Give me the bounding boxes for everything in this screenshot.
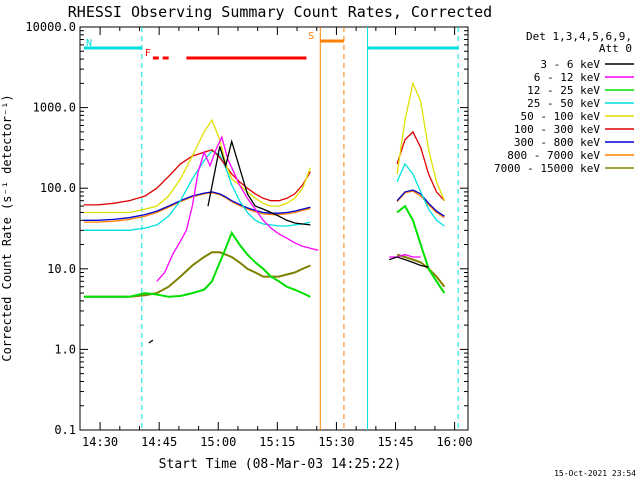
legend-label: 12 - 25 keV [527, 84, 600, 97]
timestamp: 15-Oct-2021 23:54 [554, 469, 636, 478]
series-line-25-50-keV [83, 150, 445, 231]
legend-header-line-2: Att 0 [599, 42, 632, 55]
y-tick-label: 1.0 [54, 342, 76, 356]
y-tick-label: 0.1 [54, 423, 76, 437]
y-tick-label: 10.0 [47, 262, 76, 276]
x-tick-label: 16:00 [437, 435, 473, 449]
y-tick-label: 1000.0 [33, 101, 76, 115]
plot-area: 0.1 1.0 10.0 100.0 1000.0 10000.0 14:30 14:45 15… [25, 20, 472, 449]
x-axis-label: Start Time (08-Mar-03 14:25:22) [159, 457, 402, 472]
plot-frame [79, 26, 469, 431]
x-tick-label: 15:30 [318, 435, 354, 449]
legend-label: 25 - 50 keV [527, 97, 600, 110]
series-line-12-25-keV [83, 204, 446, 298]
legend-header-line-1: Det 1,3,4,5,6,9, [526, 30, 632, 43]
flag-label-N: N [86, 38, 92, 49]
legend-label: 300 - 800 keV [514, 136, 600, 149]
flag-label-F: F [145, 48, 151, 59]
series-line-6-12-keV [156, 135, 421, 282]
series-line-100-300-keV [83, 130, 445, 206]
series-line-3-6-keV [148, 139, 429, 344]
series-line-50-100-keV [83, 81, 445, 214]
x-tick-label: 15:00 [200, 435, 236, 449]
x-tick-label: 14:45 [141, 435, 177, 449]
legend-label: 800 - 7000 keV [507, 149, 600, 162]
legend-label: 50 - 100 keV [521, 110, 601, 123]
y-axis-label: Corrected Count Rate (s⁻¹ detector⁻¹) [0, 94, 14, 361]
x-tick-label: 15:15 [259, 435, 295, 449]
x-tick-label: 15:45 [377, 435, 413, 449]
series-line-800-7000-keV [83, 190, 445, 223]
legend-label: 6 - 12 keV [534, 71, 601, 84]
legend-label: 3 - 6 keV [540, 58, 600, 71]
series-line-300-800-keV [83, 189, 445, 221]
chart-title: RHESSI Observing Summary Count Rates, Co… [68, 3, 492, 21]
y-tick-label: 10000.0 [25, 20, 76, 34]
x-tick-label: 14:30 [82, 435, 118, 449]
flag-label-S: S [308, 31, 314, 42]
legend-label: 100 - 300 keV [514, 123, 600, 136]
legend-label: 7000 - 15000 keV [494, 162, 600, 175]
y-tick-label: 100.0 [40, 181, 76, 195]
